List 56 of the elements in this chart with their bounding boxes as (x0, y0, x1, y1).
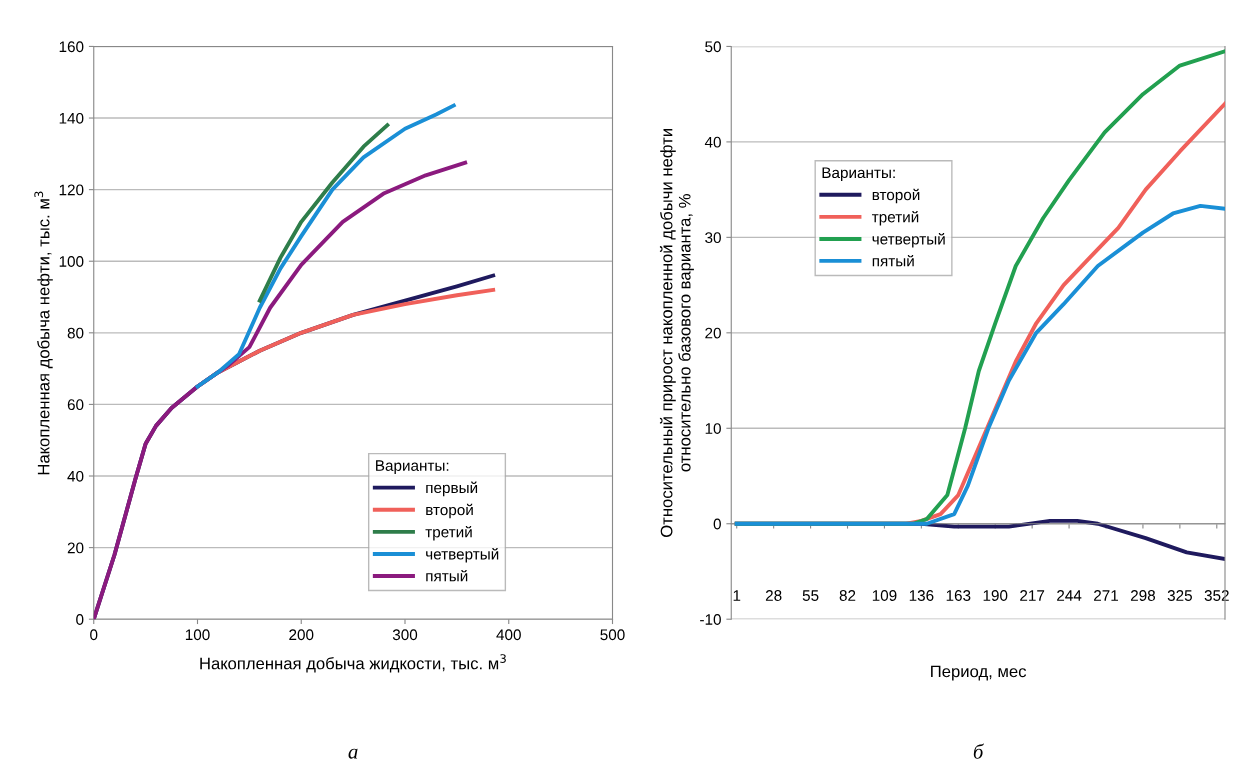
y-tick-label: 0 (713, 518, 721, 530)
y-tick-label: 100 (59, 256, 84, 267)
x-tick-label: 298 (1130, 590, 1156, 601)
y-tick-label: 160 (59, 41, 84, 53)
text: а (348, 748, 358, 759)
legend-label: второй (426, 503, 473, 519)
legend-label: четвертый (426, 548, 499, 563)
x-tick-label: 325 (1167, 590, 1192, 601)
y-tick-label: 40 (67, 470, 84, 482)
legend-label: четвертый (872, 233, 945, 248)
x-tick-label: 217 (1020, 590, 1045, 601)
x-tick-label: 109 (872, 590, 897, 601)
x-tick-label: 163 (946, 590, 971, 601)
x-axis-title: Период, мес (931, 665, 1027, 681)
x-tick-label: 300 (392, 629, 418, 641)
x-tick-label: 28 (765, 590, 782, 601)
y-tick-label: -10 (700, 614, 721, 625)
legend-label: первый (426, 481, 478, 497)
y-tick-label: 20 (67, 542, 84, 554)
y-tick-label: 120 (59, 184, 84, 196)
x-axis-title: Накопленная добыча жидкости, тыс. м$^{3}$ (200, 654, 506, 673)
x-tick-label: 100 (185, 629, 210, 641)
legend-label: пятый (426, 569, 468, 582)
y-tick-label: 60 (67, 399, 84, 411)
legend-title: Варианты: (822, 167, 895, 182)
y-axis-title: Относительный прирост накопленной добычи нефти относительно базового варианта, % (659, 129, 694, 537)
y-tick-label: 50 (705, 41, 721, 53)
y-tick-label: 20 (705, 327, 721, 339)
y-tick-label: 0 (76, 614, 84, 625)
y-axis-title: Накопленная добыча нефти, тыс. м$^{3}$ (34, 191, 53, 475)
y-tick-label: 80 (67, 327, 84, 339)
x-tick-label: 190 (983, 590, 1008, 601)
text: б (973, 743, 984, 759)
line-series (734, 203, 1225, 526)
x-tick-label: 1 (733, 590, 741, 601)
legend-title: Варианты: (376, 460, 449, 474)
x-tick-label: 82 (839, 590, 856, 601)
x-tick-label: 55 (802, 590, 819, 601)
legend-label: пятый (872, 254, 914, 267)
legend-label: третий (871, 210, 919, 226)
x-tick-label: 0 (90, 629, 98, 641)
legend-label: второй (872, 188, 920, 204)
legend-label: третий (425, 525, 472, 541)
x-tick-label: 244 (1057, 590, 1082, 601)
x-tick-label: 200 (289, 629, 314, 641)
x-tick-label: 400 (496, 629, 521, 641)
line-series (257, 123, 390, 303)
y-tick-label: 10 (705, 423, 721, 434)
y-tick-label: 140 (59, 112, 84, 124)
x-tick-label: 271 (1094, 590, 1119, 601)
line-series (195, 103, 456, 389)
x-tick-label: 500 (600, 629, 625, 641)
x-tick-label: 136 (909, 590, 934, 601)
y-tick-label: 30 (705, 232, 721, 244)
x-tick-label: 352 (1204, 590, 1229, 601)
y-tick-label: 40 (704, 136, 721, 148)
